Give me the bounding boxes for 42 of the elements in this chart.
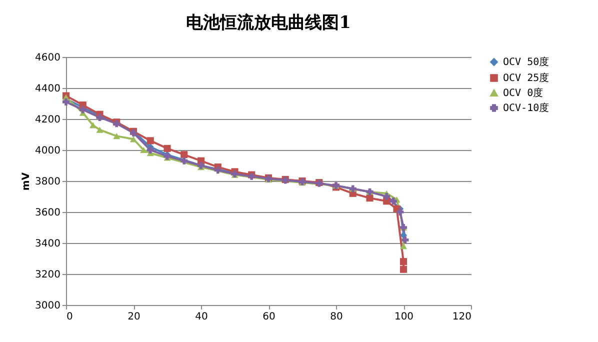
point [62, 98, 70, 106]
point [214, 166, 222, 174]
y-tick-label: 4600 [35, 52, 60, 64]
y-tick-label: 3600 [35, 208, 60, 218]
x-tick-label: 40 [195, 312, 208, 322]
y-tick-label: 4400 [35, 84, 60, 94]
point [400, 258, 408, 266]
point [396, 208, 404, 216]
y-axis-title: mV [21, 172, 32, 191]
legend-label: OCV-10度 [503, 102, 550, 114]
point [164, 144, 171, 152]
y-tick-label: 3400 [35, 238, 60, 250]
point [180, 157, 188, 164]
point [146, 146, 154, 154]
y-tick-label: 3000 [35, 300, 60, 312]
y-tick-label: 3200 [35, 270, 60, 280]
x-tick-label: 0 [66, 312, 73, 322]
point [146, 137, 154, 144]
legend-label: OCV 0度 [503, 87, 544, 99]
y-tick-label: 4000 [35, 146, 60, 156]
x-tick-label: 100 [394, 312, 414, 322]
x-tick-label: 120 [452, 312, 472, 322]
y-tick-label: 3800 [35, 176, 60, 188]
point [402, 236, 409, 244]
point [79, 106, 86, 114]
legend-label: OCV 50度 [503, 56, 550, 68]
point [180, 151, 188, 158]
point [140, 146, 148, 154]
point [366, 194, 374, 202]
x-tick-label: 80 [330, 312, 343, 322]
x-tick-label: 60 [262, 312, 276, 322]
legend-label: OCV 25度 [503, 72, 550, 84]
point [96, 126, 104, 133]
point [400, 232, 408, 239]
point [113, 132, 120, 140]
point [89, 122, 97, 128]
point [400, 266, 408, 273]
y-tick-label: 4200 [35, 114, 60, 126]
point [390, 198, 397, 205]
chart-title: 电池恒流放电曲线图1 [186, 13, 351, 33]
point [130, 136, 138, 142]
x-tick-label: 20 [128, 312, 140, 322]
